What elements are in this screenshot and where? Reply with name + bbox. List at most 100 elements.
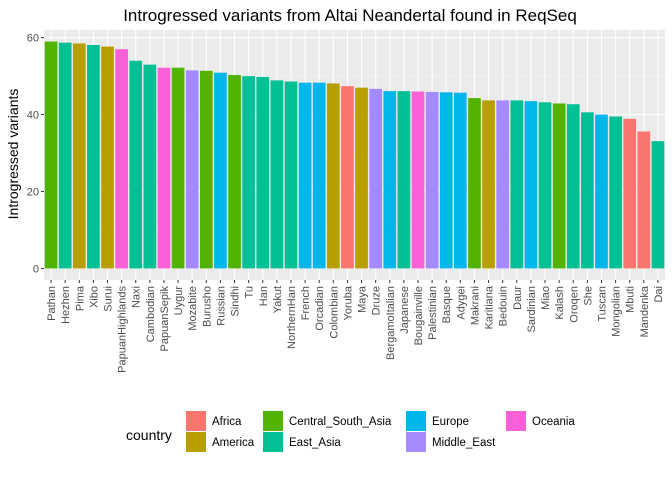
bar-cambodian bbox=[143, 64, 157, 269]
x-tick-label: Japanese bbox=[399, 286, 411, 334]
bar-naxi bbox=[129, 60, 143, 269]
bar-pima bbox=[72, 43, 86, 269]
x-tick-label: Hezhen bbox=[60, 286, 72, 324]
x-tick-label: Burusho bbox=[201, 286, 213, 327]
bar-orcadian bbox=[312, 82, 326, 269]
x-tick-label: Palestinian bbox=[427, 286, 439, 340]
chart-title: Introgressed variants from Altai Neander… bbox=[123, 6, 577, 25]
bar-daur bbox=[510, 100, 524, 269]
legend-key-africa bbox=[186, 411, 206, 431]
x-tick-label: Dai bbox=[653, 286, 665, 303]
bar-papuansepik bbox=[157, 67, 171, 269]
x-tick-label: Pima bbox=[74, 285, 86, 311]
bar-sardinian bbox=[524, 101, 538, 269]
legend: country Africa America Central_South_Asia E… bbox=[126, 411, 575, 452]
x-tick-label: Druze bbox=[371, 286, 383, 315]
x-tick-label: Makrani bbox=[469, 286, 481, 325]
y-tick-label: 60 bbox=[27, 33, 39, 45]
bar-bougainville bbox=[411, 91, 425, 269]
x-tick-label: Tu bbox=[244, 286, 256, 298]
bar-karitiana bbox=[482, 100, 495, 269]
x-tick-label: Cambodian bbox=[145, 286, 157, 342]
y-axis-title: Introgressed variants bbox=[5, 89, 21, 220]
bar-tuscan bbox=[595, 114, 608, 269]
bar-mandenka bbox=[637, 131, 651, 269]
x-tick-label: Uygur bbox=[173, 286, 185, 316]
bar-papuanhighlands bbox=[115, 49, 128, 269]
x-tick-label: PapuanHighlands bbox=[117, 286, 129, 373]
x-tick-label: Han bbox=[258, 286, 270, 306]
x-tick-label: Sindhi bbox=[230, 286, 242, 317]
legend-key-europe bbox=[406, 411, 426, 431]
x-tick-label: Naxi bbox=[131, 286, 143, 308]
bar-makrani bbox=[468, 98, 481, 269]
x-tick-label: Bedouin bbox=[498, 286, 510, 326]
bar-japanese bbox=[397, 91, 411, 269]
legend-label: Middle_East bbox=[432, 437, 496, 449]
bar-druze bbox=[369, 88, 383, 269]
bars bbox=[44, 41, 665, 269]
x-tick-label: NorthernHan bbox=[286, 286, 298, 349]
legend-label: Africa bbox=[212, 416, 242, 428]
x-tick-label: French bbox=[300, 286, 312, 320]
x-tick-label: Bougainville bbox=[413, 286, 425, 345]
legend-label: Central_South_Asia bbox=[289, 416, 392, 428]
bar-northernhan bbox=[284, 81, 298, 269]
x-tick-label: Mongolian bbox=[611, 286, 623, 337]
legend-label: America bbox=[212, 437, 255, 449]
x-tick-label: Yoruba bbox=[342, 285, 354, 320]
bar-uygur bbox=[171, 67, 185, 269]
x-tick-label: Basque bbox=[441, 286, 453, 323]
x-tick-label: Adygei bbox=[455, 286, 467, 320]
bar-mozabite bbox=[185, 70, 199, 269]
x-tick-label: Colombian bbox=[328, 286, 340, 339]
x-tick-label: Orcadian bbox=[314, 286, 326, 331]
x-tick-label: Mandenka bbox=[639, 285, 651, 337]
bar-maya bbox=[355, 87, 368, 269]
bar-pathan bbox=[44, 41, 58, 269]
bar-palestinian bbox=[425, 91, 439, 269]
bar-dai bbox=[651, 141, 665, 269]
x-tick-label: Tuscan bbox=[596, 286, 608, 322]
bar-kalash bbox=[552, 103, 566, 269]
x-tick-label: Mbuti bbox=[625, 286, 637, 313]
x-tick-label: PapuanSepik bbox=[159, 286, 171, 352]
legend-title: country bbox=[126, 427, 172, 443]
bar-basque bbox=[439, 92, 453, 269]
bar-sindhi bbox=[228, 75, 241, 269]
bar-bedouin bbox=[496, 100, 510, 269]
legend-label: East_Asia bbox=[289, 437, 341, 449]
x-tick-label: Oroqen bbox=[568, 286, 580, 323]
legend-label: Europe bbox=[432, 416, 469, 428]
y-tick-label: 0 bbox=[33, 263, 39, 275]
x-tick-label: Kalash bbox=[554, 286, 566, 320]
bar-xibo bbox=[87, 45, 100, 269]
bar-surui bbox=[101, 46, 114, 269]
bar-han bbox=[256, 76, 270, 269]
legend-key-america bbox=[186, 432, 206, 452]
x-tick-label: Xibo bbox=[88, 286, 100, 308]
bar-yoruba bbox=[341, 86, 354, 269]
legend-key-central_south_asia bbox=[263, 411, 283, 431]
y-tick-label: 20 bbox=[27, 187, 39, 199]
x-tick-label: Karitiana bbox=[484, 285, 496, 329]
bar-miao bbox=[538, 102, 552, 269]
bar-tu bbox=[242, 76, 255, 269]
legend-key-east_asia bbox=[263, 432, 283, 452]
bar-russian bbox=[214, 72, 227, 269]
y-tick-label: 40 bbox=[27, 110, 39, 122]
x-tick-label: Mozabite bbox=[187, 286, 199, 331]
x-tick-label: Russian bbox=[215, 286, 227, 326]
bar-mongolian bbox=[609, 116, 622, 269]
bar-colombian bbox=[326, 83, 340, 269]
y-axis-ticks: 0 20 40 60 bbox=[27, 33, 44, 275]
bar-oroqen bbox=[566, 104, 580, 269]
x-tick-label: Surui bbox=[103, 286, 115, 312]
bar-adygei bbox=[454, 92, 467, 269]
x-tick-label: She bbox=[582, 286, 594, 306]
x-tick-label: Daur bbox=[512, 286, 524, 310]
bar-french bbox=[298, 82, 312, 269]
legend-key-oceania bbox=[506, 411, 526, 431]
x-axis-ticks: Pathan Hezhen Pima Xibo Surui PapuanHighlands… bbox=[46, 280, 665, 373]
